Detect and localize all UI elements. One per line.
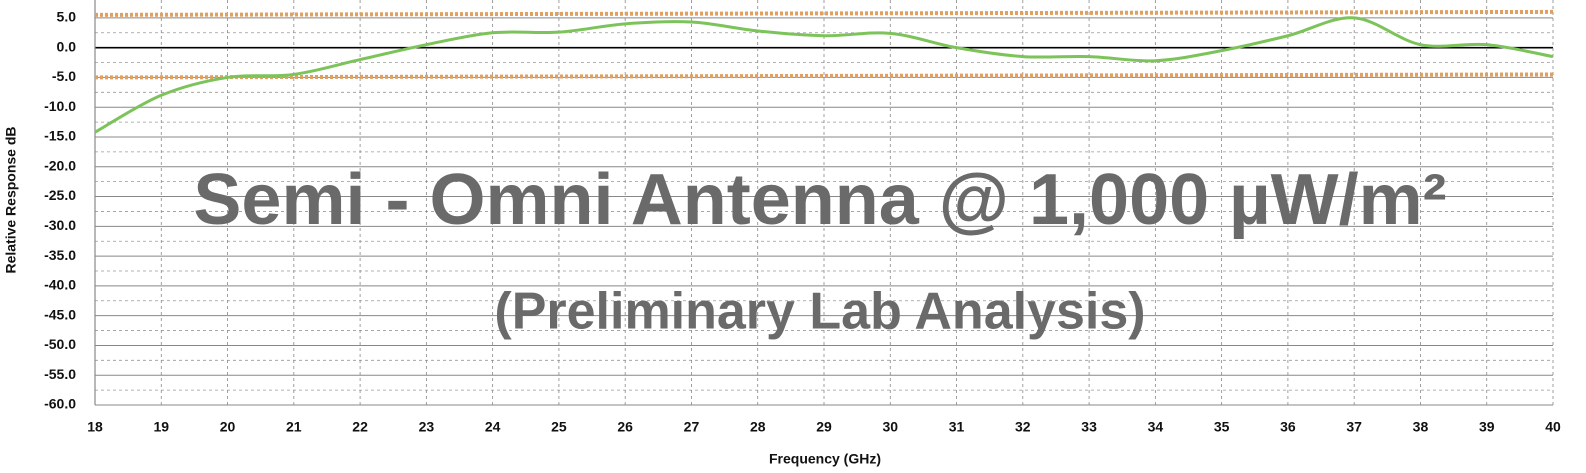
y-tick-label: -10.0 (44, 98, 76, 114)
y-tick-label: -40.0 (44, 277, 76, 293)
y-tick-label: -50.0 (44, 336, 76, 352)
x-tick-label: 21 (286, 419, 302, 435)
x-tick-label: 40 (1545, 419, 1561, 435)
x-tick-label: 23 (419, 419, 435, 435)
y-tick-label: -60.0 (44, 396, 76, 412)
x-tick-label: 39 (1479, 419, 1495, 435)
x-tick-label: 35 (1214, 419, 1230, 435)
annotation: Semi - Omni Antenna @ 1,000 µW/m² (193, 160, 1446, 240)
x-tick-label: 29 (816, 419, 832, 435)
line-series (94, 16, 1554, 134)
y-tick-label: -20.0 (44, 157, 76, 173)
y-tick-label: -45.0 (44, 306, 76, 322)
x-tick-label: 31 (949, 419, 965, 435)
reference-line (94, 72, 1554, 80)
x-tick-label: 38 (1413, 419, 1429, 435)
x-tick-label: 19 (153, 419, 169, 435)
x-tick-label: 25 (551, 419, 567, 435)
y-tick-label: -30.0 (44, 217, 76, 233)
y-tick-label: -15.0 (44, 128, 76, 144)
y-tick-label: -55.0 (44, 366, 76, 382)
x-tick-label: 22 (352, 419, 368, 435)
y-tick-label: -5.0 (52, 68, 76, 84)
annotation: (Preliminary Lab Analysis) (494, 283, 1145, 341)
x-tick-label: 18 (87, 419, 103, 435)
x-tick-label: 36 (1280, 419, 1296, 435)
x-tick-label: 30 (882, 419, 898, 435)
x-tick-label: 27 (684, 419, 700, 435)
y-tick-label: -25.0 (44, 187, 76, 203)
y-tick-label: 0.0 (57, 38, 77, 54)
x-tick-label: 20 (220, 419, 236, 435)
reference-line (94, 9, 1554, 17)
x-tick-label: 37 (1346, 419, 1362, 435)
y-tick-label: -35.0 (44, 247, 76, 263)
x-axis-label: Frequency (GHz) (769, 451, 881, 467)
y-tick-label: 5.0 (57, 9, 77, 25)
x-tick-label: 32 (1015, 419, 1031, 435)
x-tick-label: 34 (1148, 419, 1164, 435)
x-tick-label: 24 (485, 419, 501, 435)
x-tick-label: 33 (1081, 419, 1097, 435)
x-tick-label: 26 (617, 419, 633, 435)
y-axis-label: Relative Response dB (3, 126, 19, 273)
x-tick-label: 28 (750, 419, 766, 435)
